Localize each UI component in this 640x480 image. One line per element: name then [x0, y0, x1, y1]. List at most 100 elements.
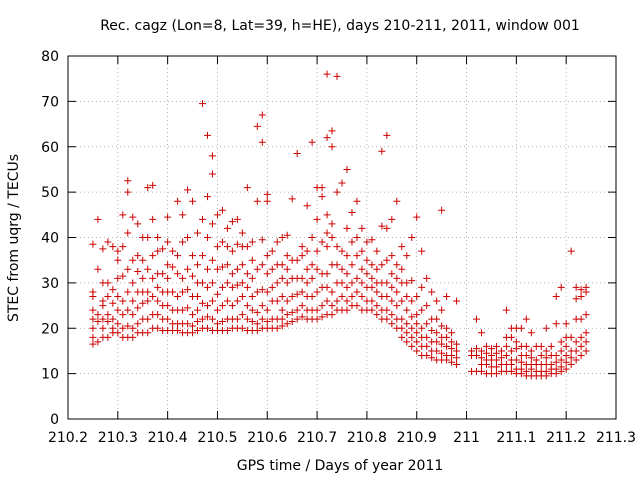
data-point: [94, 311, 102, 319]
data-point: [273, 238, 281, 246]
data-point: [532, 356, 540, 364]
data-point: [134, 268, 142, 276]
data-point: [453, 347, 461, 355]
data-point: [303, 247, 311, 255]
data-point: [477, 367, 485, 375]
data-point: [104, 292, 112, 300]
data-point: [343, 224, 351, 232]
data-point: [577, 315, 585, 323]
data-point: [492, 342, 500, 350]
data-point: [238, 261, 246, 269]
data-point: [243, 184, 251, 192]
data-point: [298, 243, 306, 251]
data-point: [328, 143, 336, 151]
data-point: [403, 292, 411, 300]
data-point: [388, 215, 396, 223]
data-point: [313, 215, 321, 223]
data-point: [557, 283, 565, 291]
data-point: [253, 288, 261, 296]
data-point: [189, 272, 197, 280]
data-point: [383, 279, 391, 287]
data-point: [577, 292, 585, 300]
data-point: [94, 338, 102, 346]
data-point: [104, 311, 112, 319]
data-point: [453, 361, 461, 369]
data-point: [218, 238, 226, 246]
data-point: [213, 320, 221, 328]
data-point: [473, 351, 481, 359]
data-point: [253, 308, 261, 316]
data-point: [263, 197, 271, 205]
data-point: [448, 358, 456, 366]
data-point: [438, 322, 446, 330]
data-point: [248, 292, 256, 300]
data-point: [124, 265, 132, 273]
data-point: [438, 340, 446, 348]
data-point: [522, 367, 530, 375]
data-point: [477, 354, 485, 362]
data-point: [448, 329, 456, 337]
data-point: [343, 297, 351, 305]
data-point: [557, 356, 565, 364]
data-point: [318, 193, 326, 201]
data-point: [423, 320, 431, 328]
data-point: [189, 197, 197, 205]
data-point: [194, 317, 202, 325]
data-point: [492, 370, 500, 378]
data-point: [169, 247, 177, 255]
data-point: [144, 265, 152, 273]
data-point: [273, 297, 281, 305]
data-point: [293, 306, 301, 314]
data-point: [497, 354, 505, 362]
data-point: [114, 306, 122, 314]
data-point: [343, 252, 351, 260]
data-point: [388, 252, 396, 260]
axis-ticks: [67, 55, 617, 420]
data-point: [218, 206, 226, 214]
data-point: [203, 131, 211, 139]
data-point: [134, 304, 142, 312]
x-axis-tick-labels: 210.2 210.3 210.4 210.5 210.6 210.7 210.8 210.9…: [48, 430, 636, 446]
data-point: [213, 243, 221, 251]
data-point: [318, 238, 326, 246]
data-point: [388, 297, 396, 305]
data-point: [438, 206, 446, 214]
data-point: [288, 308, 296, 316]
data-point: [333, 261, 341, 269]
data-point: [378, 147, 386, 155]
data-point: [552, 292, 560, 300]
data-point: [408, 333, 416, 341]
data-point: [194, 229, 202, 237]
data-point: [233, 240, 241, 248]
data-point: [268, 283, 276, 291]
data-point: [144, 297, 152, 305]
data-point: [368, 297, 376, 305]
data-point: [288, 317, 296, 325]
data-point: [542, 354, 550, 362]
y-tick-label: 10: [41, 367, 59, 383]
data-point: [393, 288, 401, 296]
data-point: [522, 315, 530, 323]
data-point: [119, 297, 127, 305]
data-point: [562, 351, 570, 359]
data-point: [428, 327, 436, 335]
data-point: [223, 243, 231, 251]
y-tick-label: 50: [41, 185, 59, 201]
data-point: [179, 274, 187, 282]
data-point: [393, 261, 401, 269]
data-point: [189, 329, 197, 337]
data-point: [154, 297, 162, 305]
data-point: [577, 342, 585, 350]
data-point: [144, 184, 152, 192]
data-point: [353, 274, 361, 282]
data-point: [203, 302, 211, 310]
data-point: [218, 283, 226, 291]
data-point: [418, 306, 426, 314]
data-point: [223, 279, 231, 287]
data-point: [527, 329, 535, 337]
data-point: [189, 322, 197, 330]
data-point: [542, 367, 550, 375]
data-point: [448, 338, 456, 346]
data-point: [328, 127, 336, 135]
data-point: [303, 202, 311, 210]
